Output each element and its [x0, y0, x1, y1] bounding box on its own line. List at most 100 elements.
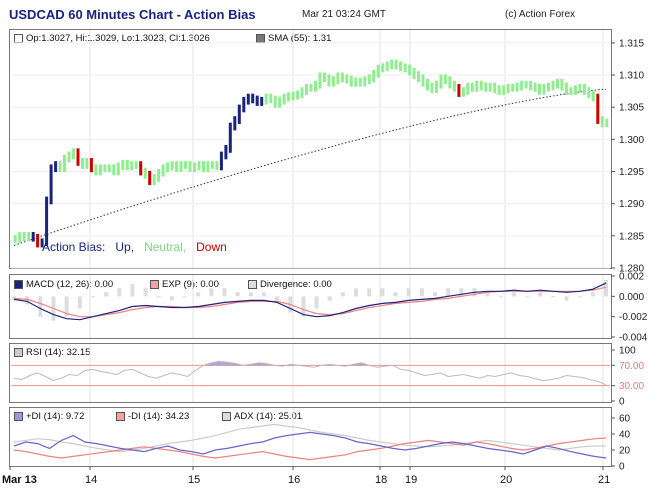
x-tick-label: 19: [405, 474, 417, 486]
mdi-text: -DI (14): 34.23: [128, 411, 190, 422]
price-bar: [524, 80, 528, 89]
adx-line: [13, 423, 606, 453]
price-bar: [443, 74, 447, 84]
price-bar: [421, 74, 425, 87]
divergence-bar: [117, 288, 122, 297]
divergence-bar: [538, 292, 543, 297]
price-bar: [556, 78, 559, 89]
price-bar: [291, 91, 295, 101]
price-bar: [112, 164, 116, 176]
price-bar: [363, 76, 367, 87]
price-bar: [121, 159, 125, 171]
divergence-bar: [314, 296, 319, 309]
price-tick-label: 1.280: [619, 264, 644, 275]
price-bar: [560, 78, 564, 91]
price-bar: [529, 80, 533, 91]
divergence-bar: [406, 288, 411, 297]
price-bar: [399, 61, 403, 72]
divergence-bar: [38, 296, 43, 317]
price-bar: [278, 96, 282, 108]
price-bar: [403, 63, 407, 73]
adx-swatch: [222, 412, 231, 421]
divergence-bar: [327, 296, 332, 301]
price-tick-label: 1.295: [619, 167, 644, 178]
price-bar: [573, 85, 577, 95]
divergence-bar: [261, 292, 266, 297]
price-bar: [381, 63, 385, 73]
macd-legend-div: Divergence: 0.00: [248, 279, 332, 290]
price-bar: [564, 82, 568, 95]
price-bar: [385, 61, 389, 72]
divergence-bar: [77, 296, 82, 309]
price-bar: [228, 122, 232, 153]
price-bar: [242, 96, 246, 113]
price-bar: [322, 72, 326, 83]
divergence-bar: [25, 296, 30, 305]
price-bar: [466, 82, 470, 95]
dmi-legend-pdi: +DI (14): 9.72: [14, 411, 84, 422]
price-bar: [237, 104, 241, 124]
price-bar: [591, 90, 595, 102]
price-bar: [605, 118, 609, 128]
price-bar: [296, 90, 300, 100]
price-bar: [13, 235, 17, 243]
price-bar: [412, 68, 416, 79]
price-bar: [493, 82, 497, 93]
price-bar: [94, 164, 98, 176]
dmi-tick-label: 60: [619, 414, 631, 425]
chart-timestamp: Mar 21 03:24 GMT: [302, 9, 386, 20]
dmi-legend-adx: ADX (14): 25.01: [222, 411, 302, 422]
price-bar: [452, 80, 456, 92]
price-bar: [36, 233, 40, 248]
mdi-line: [13, 437, 607, 461]
price-bar: [479, 80, 483, 91]
pdi-text: +DI (14): 9.72: [26, 411, 85, 422]
x-tick-label: 15: [188, 474, 200, 486]
price-bar: [511, 84, 515, 92]
price-bar: [367, 74, 371, 84]
x-tick-label: 16: [288, 474, 300, 486]
divergence-bar: [577, 296, 582, 298]
price-bar: [188, 161, 192, 173]
divergence-bar: [367, 288, 372, 297]
divergence-bar: [340, 292, 345, 297]
price-bar: [255, 95, 259, 106]
macd-tick-label: -0.004: [619, 333, 648, 344]
pdi-swatch: [14, 412, 23, 421]
divergence-bar: [511, 292, 516, 297]
price-bar: [345, 74, 349, 84]
price-bar: [376, 64, 380, 78]
divergence-bar: [143, 288, 148, 297]
chart-title: USDCAD 60 Minutes Chart - Action Bias: [9, 7, 256, 22]
price-bar: [336, 72, 340, 85]
price-bar: [358, 77, 362, 87]
price-bar: [202, 161, 205, 173]
price-bar: [40, 238, 44, 248]
price-bar: [327, 74, 331, 87]
price-bar: [533, 82, 537, 92]
price-bar: [264, 93, 268, 105]
price-bar: [49, 164, 53, 205]
price-bar: [331, 76, 335, 87]
price-bar: [318, 72, 322, 89]
divergence-bar: [459, 288, 464, 297]
price-tick-label: 1.310: [619, 71, 644, 82]
rsi-tick-label: 70.00: [619, 361, 644, 372]
macd-text: MACD (12, 26): 0.00: [26, 279, 114, 290]
divergence-bar: [432, 292, 437, 297]
divergence-bar: [222, 288, 227, 297]
price-bar: [224, 145, 228, 160]
divergence-bar: [380, 288, 385, 297]
price-bar: [300, 87, 304, 99]
price-bar: [582, 84, 586, 95]
divergence-bar: [551, 296, 556, 298]
divergence-bar: [590, 292, 595, 297]
price-bar: [578, 84, 582, 93]
price-bar: [116, 162, 120, 176]
divergence-bar: [485, 292, 490, 297]
adx-text: ADX (14): 25.01: [234, 411, 303, 422]
price-bar: [417, 71, 420, 83]
price-bar: [98, 164, 102, 176]
divergence-bar: [64, 296, 69, 317]
price-tick-label: 1.300: [619, 135, 644, 146]
